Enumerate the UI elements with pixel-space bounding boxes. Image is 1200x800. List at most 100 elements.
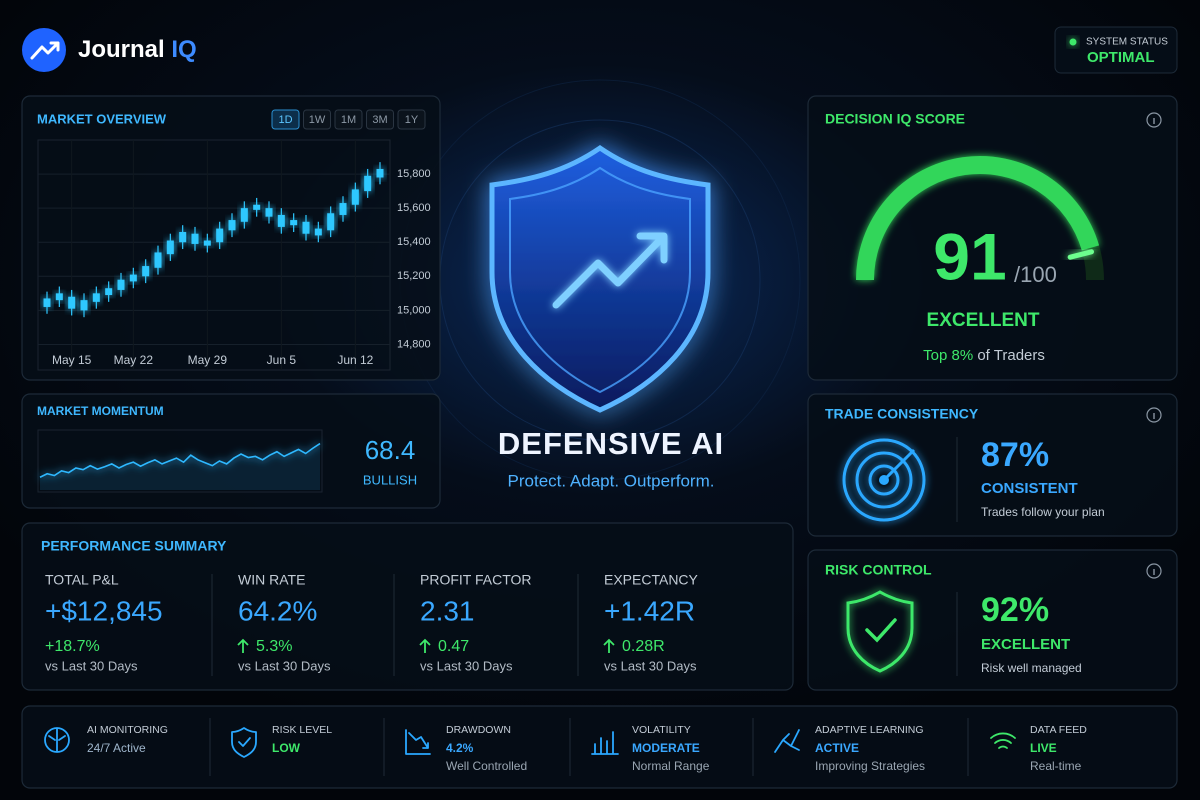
range-button[interactable] xyxy=(334,109,363,130)
y-tick-label: 15,400 xyxy=(397,236,431,248)
y-tick-label: 14,800 xyxy=(397,338,431,350)
score-rank-highlight: Top 8% xyxy=(923,347,973,364)
candle-body xyxy=(80,300,88,311)
metric-value: +1.42R xyxy=(604,595,695,626)
candle-body xyxy=(351,189,359,205)
range-button-label[interactable]: 1Y xyxy=(405,114,419,126)
candle-body xyxy=(339,203,347,215)
candle-body xyxy=(203,240,211,246)
gauge-needle xyxy=(1067,249,1094,260)
brand-accent: IQ xyxy=(171,36,196,63)
panel xyxy=(21,522,794,691)
metric-value: +$12,845 xyxy=(45,595,163,626)
stat-note: Risk well managed xyxy=(981,661,1082,675)
gauge-fill xyxy=(856,156,1100,281)
range-button-label[interactable]: 1W xyxy=(309,114,326,126)
candle-body xyxy=(228,220,236,231)
target-ring xyxy=(855,451,913,509)
status-box xyxy=(1054,26,1178,74)
plot-area xyxy=(37,139,391,371)
status-label: AI MONITORING xyxy=(87,724,168,736)
panel-title: MARKET OVERVIEW xyxy=(37,111,167,126)
x-tick-label: Jun 5 xyxy=(267,353,297,367)
y-tick-label: 15,600 xyxy=(397,202,431,214)
candle-body xyxy=(55,293,63,301)
status-icon xyxy=(591,731,619,755)
range-button[interactable] xyxy=(271,109,300,130)
candle-body xyxy=(191,233,199,244)
info-icon xyxy=(1146,112,1162,128)
area xyxy=(40,443,320,490)
metric-label: TOTAL P&L xyxy=(45,572,119,588)
candle-body xyxy=(277,214,285,227)
stat-note: Trades follow your plan xyxy=(981,505,1105,519)
metric-comparison: vs Last 30 Days xyxy=(45,658,138,673)
status-note: Well Controlled xyxy=(446,759,527,773)
range-button[interactable] xyxy=(303,109,331,130)
status-value: ACTIVE xyxy=(815,741,859,755)
target-ring xyxy=(842,438,926,522)
candle-body xyxy=(129,274,137,282)
x-tick-label: May 29 xyxy=(188,353,228,367)
candle-body xyxy=(154,252,162,268)
status-label: ADAPTIVE LEARNING xyxy=(815,724,924,736)
momentum-status: BULLISH xyxy=(363,472,417,487)
status-label: VOLATILITY xyxy=(632,724,691,736)
status-dot xyxy=(1069,38,1077,46)
range-button[interactable] xyxy=(366,109,394,130)
candle-body xyxy=(92,293,100,302)
candle-body xyxy=(166,240,174,255)
score-value: 91 xyxy=(933,219,1006,293)
plot-area xyxy=(37,429,323,493)
info-icon xyxy=(1146,407,1162,423)
metric-comparison: vs Last 30 Days xyxy=(420,658,513,673)
candle-body xyxy=(376,168,384,178)
range-button-label[interactable]: 1D xyxy=(278,114,292,126)
score-rank-rest: of Traders xyxy=(977,347,1045,364)
metric-label: WIN RATE xyxy=(238,572,305,588)
status-icon xyxy=(231,727,257,758)
y-tick-label: 15,800 xyxy=(397,168,431,180)
status-label: DRAWDOWN xyxy=(446,724,511,736)
stat-value: 87% xyxy=(981,436,1049,474)
status-icon xyxy=(990,732,1016,749)
metric-comparison: vs Last 30 Days xyxy=(604,658,697,673)
metric-label: PROFIT FACTOR xyxy=(420,572,532,588)
score-max: /100 xyxy=(1014,262,1057,287)
range-button[interactable] xyxy=(397,109,426,130)
candle-body xyxy=(327,213,335,231)
shield xyxy=(489,144,711,413)
line xyxy=(39,442,321,478)
status-note: Normal Range xyxy=(632,759,710,773)
status-value: LOW xyxy=(272,741,301,755)
candle-body xyxy=(314,228,322,236)
y-tick-label: 15,000 xyxy=(397,304,431,316)
stat-status: CONSISTENT xyxy=(981,480,1078,497)
brand-name: Journal xyxy=(78,36,165,63)
panel-title: RISK CONTROL xyxy=(825,562,932,578)
range-button-label[interactable]: 1M xyxy=(341,114,356,126)
status-value: MODERATE xyxy=(632,741,700,755)
logo-arrow xyxy=(30,41,60,60)
status-label: DATA FEED xyxy=(1030,724,1087,736)
panel xyxy=(21,95,441,381)
metric-change: +18.7% xyxy=(45,638,100,655)
x-tick-label: Jun 12 xyxy=(337,353,373,367)
trend-arrow xyxy=(237,638,249,653)
status-note: Real-time xyxy=(1030,759,1082,773)
candle-body xyxy=(240,208,248,222)
metric-change: 0.28R xyxy=(622,638,665,655)
shield-arrow xyxy=(552,232,668,309)
candle-body xyxy=(290,220,298,226)
metric-value: 2.31 xyxy=(420,595,475,626)
brand: Journal IQ xyxy=(78,36,197,63)
status-label: RISK LEVEL xyxy=(272,724,332,736)
shield-inner xyxy=(509,166,691,394)
hero-title: DEFENSIVE AI xyxy=(498,426,724,461)
status-value: OPTIMAL xyxy=(1087,49,1155,66)
panel-title: PERFORMANCE SUMMARY xyxy=(41,538,227,554)
target-dart xyxy=(882,448,916,482)
range-button-label[interactable]: 3M xyxy=(372,114,387,126)
trend-arrow xyxy=(603,638,615,653)
